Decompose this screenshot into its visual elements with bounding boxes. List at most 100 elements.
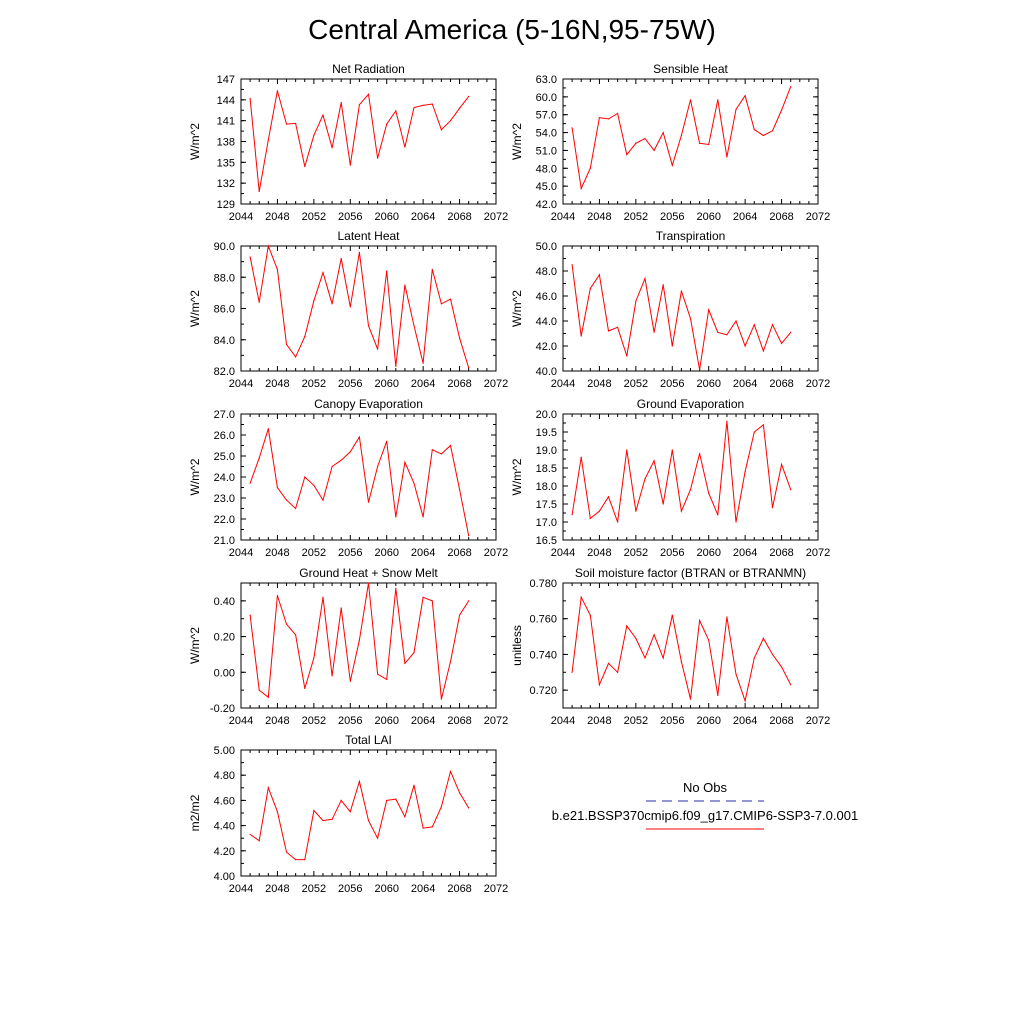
plot-frame — [562, 78, 819, 205]
chart-panel: 2044 2048 2052 2056 2060 2064 2068 2072 21.0 22.0… — [188, 397, 508, 559]
data-point — [395, 587, 397, 589]
data-point — [598, 117, 601, 119]
data-point — [276, 811, 279, 813]
data-point — [331, 465, 333, 468]
x-tick-label: 2064 — [733, 211, 757, 223]
data-point — [644, 137, 646, 140]
x-tick-label: 2056 — [660, 547, 684, 559]
y-tick-label: 51.0 — [536, 145, 557, 157]
y-tick-label: 23.0 — [214, 493, 235, 505]
data-point — [249, 482, 251, 484]
data-point — [285, 851, 288, 853]
data-point — [699, 369, 701, 371]
x-tick-label: 2064 — [411, 715, 435, 727]
data-point — [735, 521, 737, 523]
data-point — [598, 684, 601, 686]
data-point — [331, 675, 333, 677]
data-point — [285, 343, 288, 346]
data-point — [449, 770, 452, 773]
data-point — [771, 653, 774, 656]
y-tick-label: 17.5 — [536, 499, 557, 511]
data-point — [340, 459, 342, 461]
data-point — [780, 463, 783, 465]
data-point — [404, 816, 406, 818]
x-tick-label: 2052 — [624, 547, 648, 559]
data-point — [780, 109, 783, 111]
x-tick-label: 2052 — [302, 211, 326, 223]
y-tick-label: 4.60 — [214, 795, 235, 807]
data-point — [699, 142, 701, 144]
x-tick-label: 2060 — [696, 378, 720, 390]
data-point — [626, 153, 628, 156]
chart-title: Canopy Evaporation — [314, 397, 423, 411]
data-point — [708, 143, 710, 146]
data-point — [349, 164, 351, 166]
y-tick-label: 17.0 — [536, 517, 557, 529]
page-title: Central America (5-16N,95-75W) — [308, 14, 716, 45]
data-point — [340, 799, 342, 802]
data-point — [458, 337, 461, 339]
x-tick-label: 2044 — [229, 883, 253, 895]
y-tick-label: 48.0 — [536, 266, 557, 278]
data-point — [717, 99, 719, 101]
x-tick-label: 2048 — [265, 211, 289, 223]
data-point — [304, 165, 306, 168]
data-point — [607, 330, 610, 332]
data-point — [699, 619, 701, 622]
data-point — [753, 657, 755, 659]
chart-title: Total LAI — [345, 733, 392, 747]
data-point — [295, 507, 297, 510]
y-tick-label: 0.40 — [214, 596, 235, 608]
series-line — [571, 595, 792, 703]
data-point — [580, 335, 582, 337]
data-point — [313, 134, 315, 136]
data-point — [313, 809, 315, 812]
data-point — [386, 440, 388, 442]
data-point — [340, 102, 342, 104]
data-point — [422, 104, 424, 106]
y-tick-label: 19.5 — [536, 427, 557, 439]
data-point — [349, 451, 351, 453]
data-point — [304, 859, 306, 861]
y-tick-label: 4.80 — [214, 770, 235, 782]
data-point — [671, 345, 673, 347]
data-point — [413, 325, 415, 327]
y-tick-label: 45.0 — [536, 181, 557, 193]
data-point — [771, 324, 774, 326]
data-point — [276, 594, 279, 597]
data-point — [449, 298, 452, 300]
x-tick-label: 2044 — [551, 715, 575, 727]
data-point — [762, 134, 764, 137]
x-tick-label: 2056 — [338, 378, 362, 390]
y-tick-label: 50.0 — [536, 241, 557, 253]
data-point — [349, 306, 351, 308]
y-tick-label: 42.0 — [536, 341, 557, 353]
y-tick-label: 46.0 — [536, 291, 557, 303]
data-point — [404, 461, 406, 463]
y-axis-label: W/m^2 — [188, 290, 202, 327]
plot-frame — [562, 413, 819, 541]
x-tick-label: 2048 — [265, 883, 289, 895]
data-point — [377, 673, 379, 675]
data-point — [717, 514, 719, 516]
x-tick-label: 2068 — [447, 378, 471, 390]
x-tick-label: 2064 — [733, 715, 757, 727]
chart-panel: 2044 2048 2052 2056 2060 2064 2068 2072 16.5 17.0… — [510, 397, 830, 559]
data-point — [458, 614, 461, 616]
x-tick-label: 2048 — [265, 547, 289, 559]
data-point — [744, 345, 746, 347]
data-point — [367, 93, 370, 95]
data-point — [626, 449, 628, 451]
x-tick-label: 2056 — [660, 715, 684, 727]
legend-model-label: b.e21.BSSP370cmip6.f09_g17.CMIP6-SSP3-7.… — [552, 808, 858, 823]
data-point — [717, 694, 719, 697]
data-point — [708, 639, 710, 641]
data-point — [367, 582, 370, 584]
series-line — [249, 769, 470, 861]
data-point — [322, 114, 324, 116]
chart-panel: 2044 2048 2052 2056 2060 2064 2068 2072 129 132 13… — [188, 62, 508, 223]
y-tick-label: 138 — [217, 137, 235, 149]
y-tick-label: 82.0 — [214, 366, 235, 378]
data-point — [726, 420, 728, 422]
data-point — [689, 698, 692, 700]
